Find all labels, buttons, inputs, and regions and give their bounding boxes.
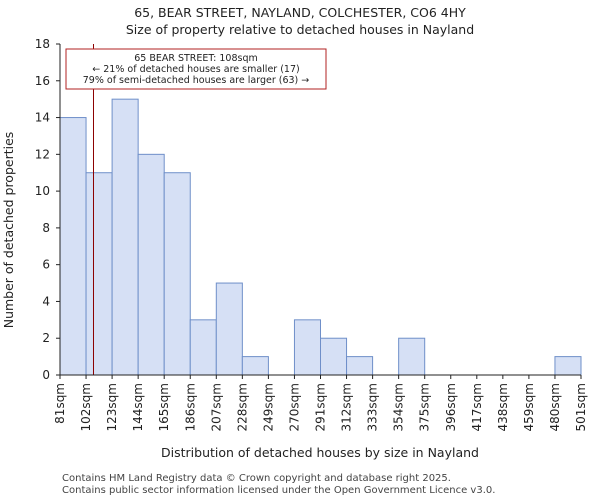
y-axis-label: Number of detached properties: [1, 132, 16, 329]
bar-123sqm: [111, 98, 139, 376]
y-tick-label-4: 4: [42, 294, 50, 308]
x-tick-label-501sqm: 501sqm: [574, 383, 588, 431]
x-tick-label-270sqm: 270sqm: [287, 383, 301, 431]
bar-81sqm: [59, 117, 87, 376]
chart-title-subtitle: Size of property relative to detached ho…: [125, 22, 475, 37]
bar-354sqm: [398, 337, 426, 376]
y-tick-label-16: 16: [35, 74, 50, 88]
y-tick-label-6: 6: [42, 258, 50, 272]
bar-291sqm: [320, 337, 348, 376]
y-tick-label-0: 0: [42, 368, 50, 382]
y-tick-label-10: 10: [35, 184, 50, 198]
x-tick-label-102sqm: 102sqm: [79, 383, 93, 431]
bar-270sqm: [293, 319, 322, 376]
footer-licence: Contains public sector information licen…: [62, 485, 496, 496]
bar-165sqm: [163, 172, 191, 376]
y-tick-label-14: 14: [35, 111, 50, 125]
y-tick-label-2: 2: [42, 331, 50, 345]
x-tick-label-81sqm: 81sqm: [53, 383, 67, 424]
x-tick-label-291sqm: 291sqm: [314, 383, 328, 431]
bar-102sqm: [85, 172, 113, 376]
x-tick-label-480sqm: 480sqm: [548, 383, 562, 431]
x-tick-label-354sqm: 354sqm: [392, 383, 406, 431]
x-tick-label-207sqm: 207sqm: [209, 383, 223, 431]
annotation-line-3: 79% of semi-detached houses are larger (…: [83, 75, 310, 86]
annotation-box: [65, 48, 327, 90]
x-tick-label-333sqm: 333sqm: [366, 383, 380, 431]
x-tick-label-228sqm: 228sqm: [235, 383, 249, 431]
x-tick-label-438sqm: 438sqm: [496, 383, 510, 431]
x-tick-label-165sqm: 165sqm: [157, 383, 171, 431]
bar-144sqm: [137, 153, 165, 376]
y-tick-label-8: 8: [42, 221, 50, 235]
x-tick-label-249sqm: 249sqm: [261, 383, 275, 431]
y-tick-label-18: 18: [35, 37, 50, 51]
footer-copyright: Contains HM Land Registry data © Crown c…: [62, 473, 451, 484]
x-tick-label-459sqm: 459sqm: [522, 383, 536, 431]
x-tick-label-375sqm: 375sqm: [418, 383, 432, 431]
x-axis-label: Distribution of detached houses by size …: [161, 445, 479, 460]
bar-480sqm: [554, 356, 582, 376]
annotation-line-2: ← 21% of detached houses are smaller (17…: [92, 64, 299, 75]
bar-186sqm: [189, 319, 217, 376]
x-tick-label-123sqm: 123sqm: [105, 383, 119, 431]
x-tick-label-396sqm: 396sqm: [444, 383, 458, 431]
x-tick-label-417sqm: 417sqm: [470, 383, 484, 431]
x-tick-label-312sqm: 312sqm: [340, 383, 354, 431]
y-tick-label-12: 12: [35, 147, 50, 161]
x-tick-label-144sqm: 144sqm: [131, 383, 145, 431]
annotation-line-1: 65 BEAR STREET: 108sqm: [134, 53, 258, 64]
bar-207sqm: [215, 282, 243, 376]
bar-228sqm: [241, 356, 269, 376]
chart-title-address: 65, BEAR STREET, NAYLAND, COLCHESTER, CO…: [134, 5, 466, 20]
x-tick-label-186sqm: 186sqm: [183, 383, 197, 431]
bar-312sqm: [346, 356, 374, 376]
